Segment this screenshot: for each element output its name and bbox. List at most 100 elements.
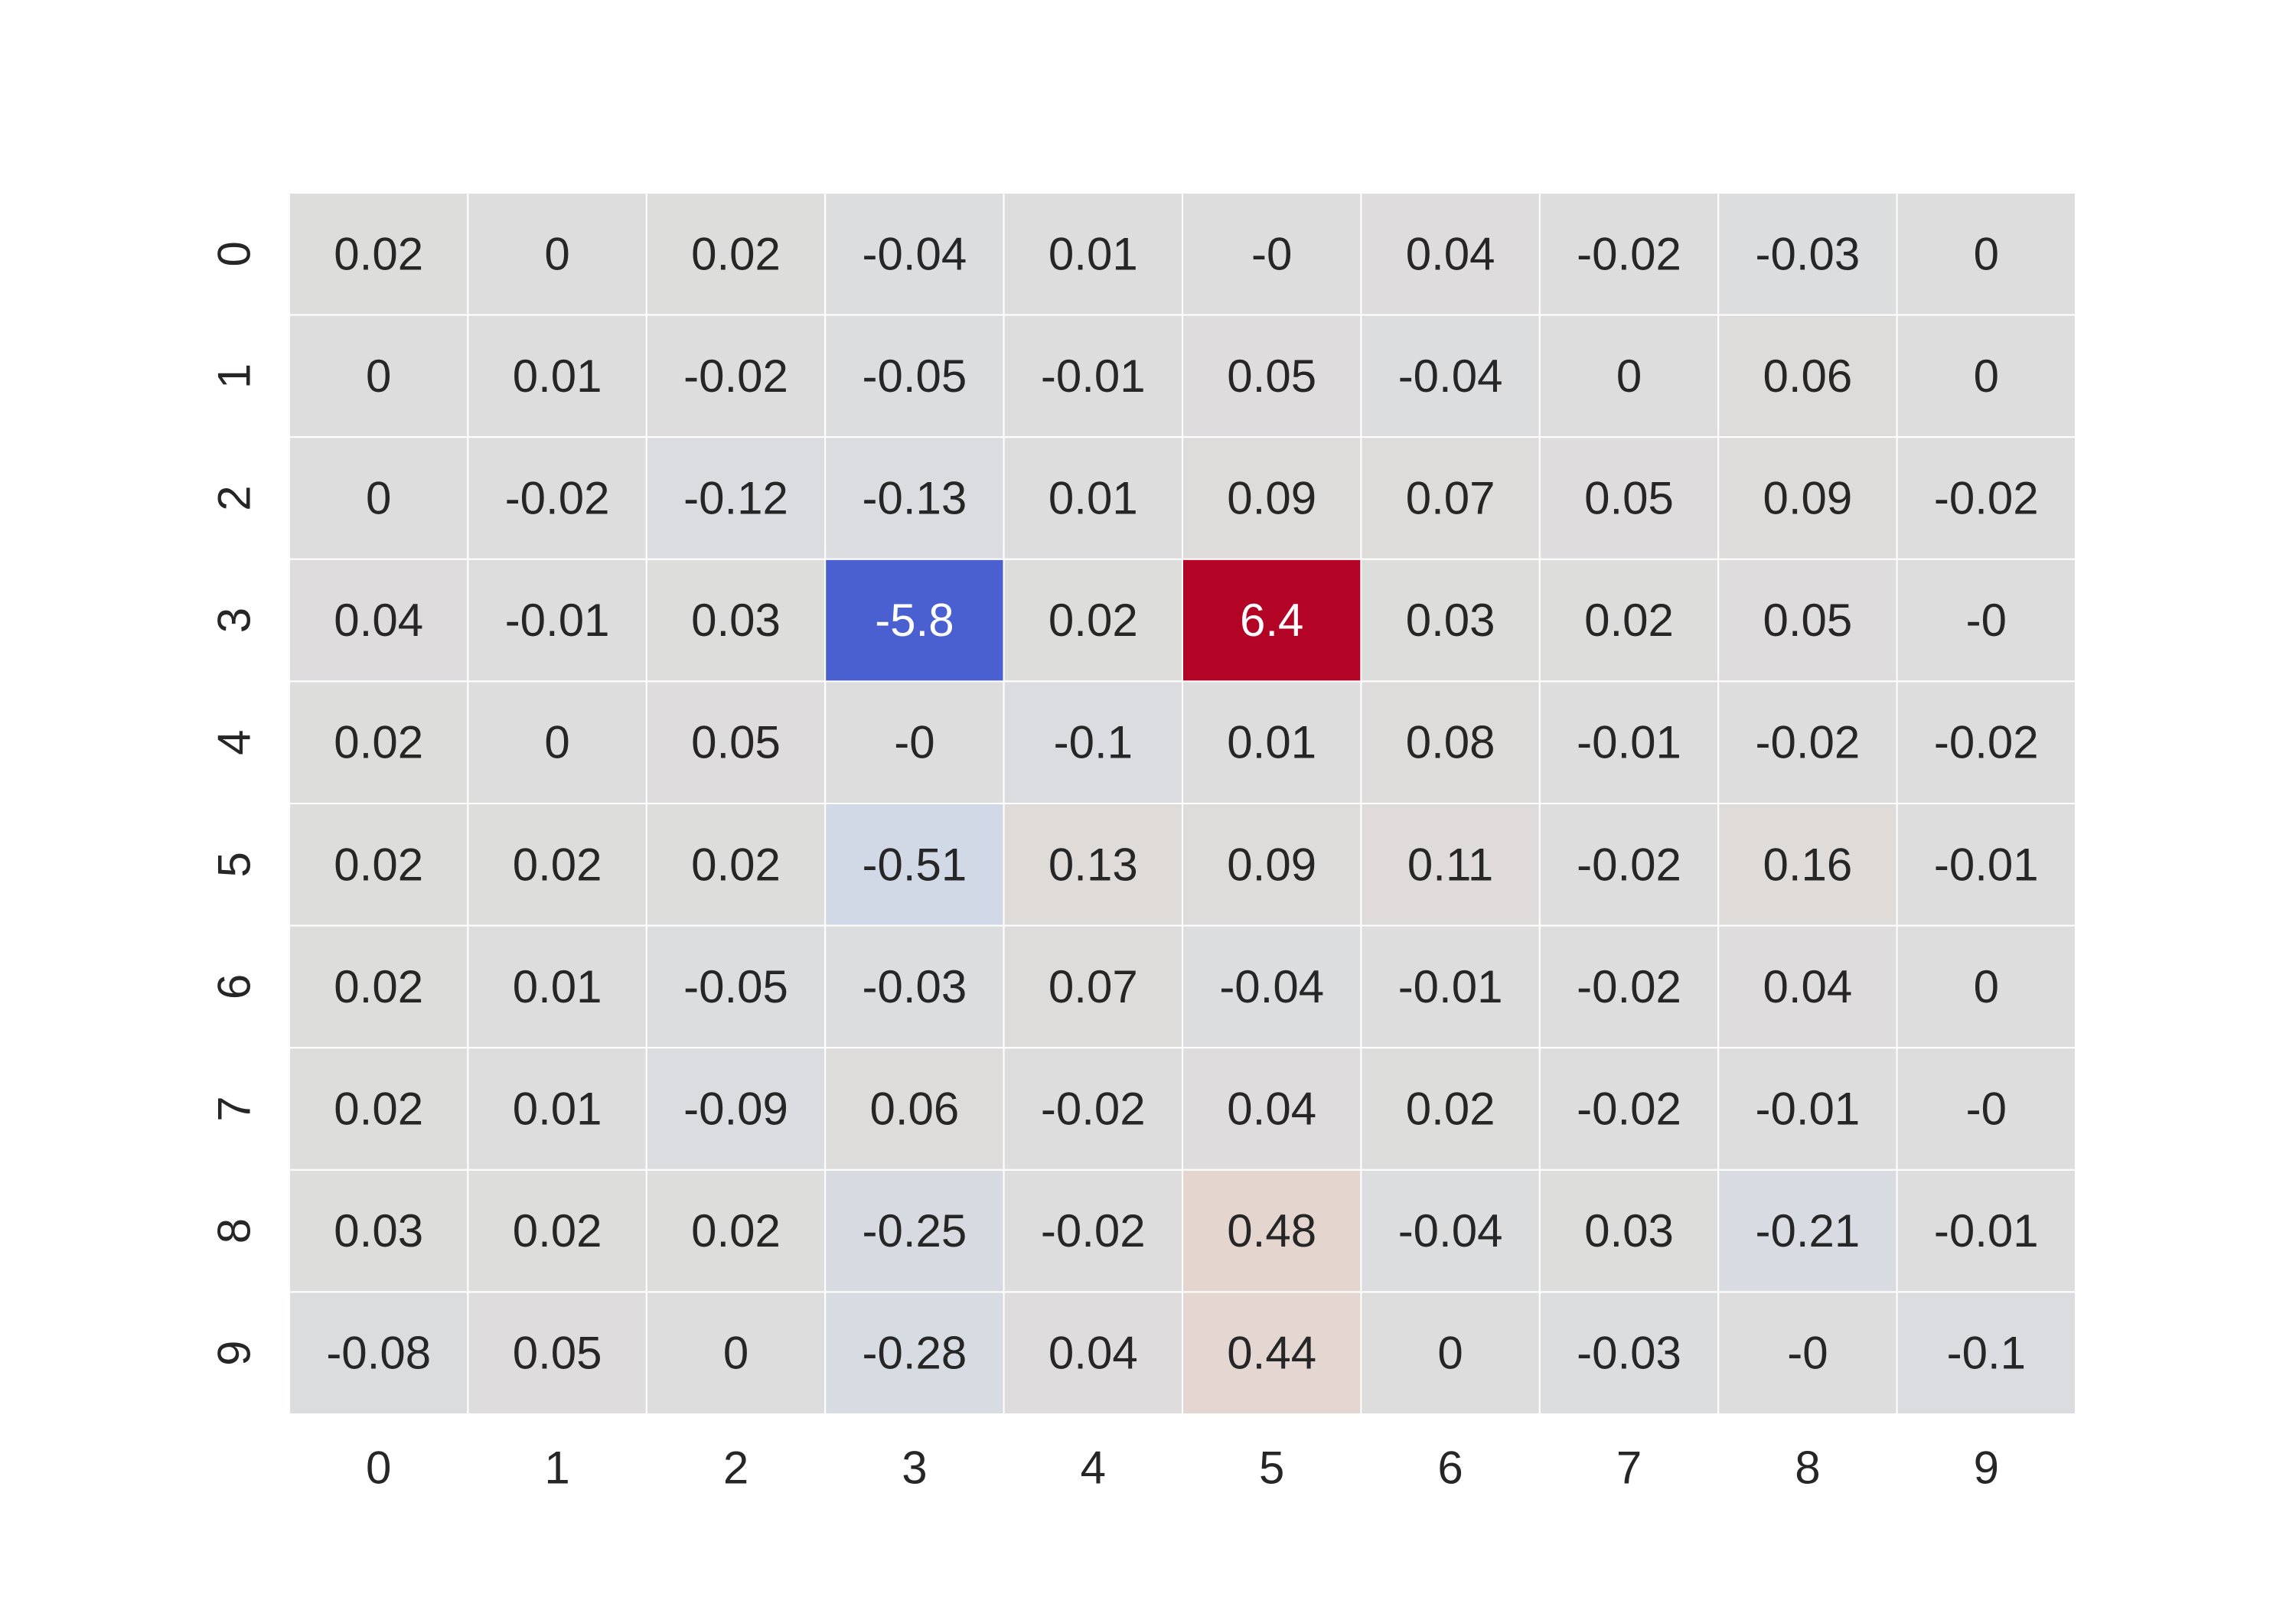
y-tick-label-0: 0 — [209, 241, 260, 266]
heatmap-cell-r9-c3 — [824, 1291, 1005, 1416]
heatmap-cell-r7-c9 — [1896, 1047, 2077, 1171]
heatmap-cell-r9-c1 — [467, 1291, 647, 1416]
heatmap-cell-r8-c1 — [467, 1169, 647, 1293]
heatmap-cell-label-r0-c9: 0 — [1974, 228, 1999, 279]
heatmap-cell-label-r9-c2: 0 — [723, 1328, 748, 1379]
heatmap-cell-r5-c8 — [1717, 803, 1898, 927]
heatmap-cell-label-r6-c0: 0.02 — [334, 961, 423, 1012]
heatmap-cell-r8-c2 — [645, 1169, 827, 1293]
heatmap-cell-label-r1-c0: 0 — [366, 350, 391, 402]
heatmap-cell-label-r7-c6: 0.02 — [1406, 1084, 1495, 1135]
heatmap-cell-label-r7-c9: -0 — [1966, 1084, 2007, 1135]
heatmap-cell-label-r8-c4: -0.02 — [1041, 1205, 1146, 1257]
x-tick-label-4: 4 — [1081, 1442, 1106, 1494]
heatmap-cell-label-r2-c5: 0.09 — [1227, 473, 1316, 524]
heatmap-cell-r3-c0 — [289, 558, 469, 683]
heatmap-cell-r7-c2 — [645, 1047, 827, 1171]
x-axis-ticks: 0 1 2 3 4 5 6 7 8 9 — [366, 1442, 1999, 1494]
y-tick-label-9: 9 — [209, 1341, 260, 1366]
heatmap-cell-label-r2-c2: -0.12 — [683, 473, 788, 524]
heatmap-cell-label-r3-c8: 0.05 — [1763, 595, 1853, 646]
heatmap-cell-r2-c6 — [1360, 436, 1541, 560]
heatmap-cell-label-r9-c3: -0.28 — [863, 1328, 967, 1379]
heatmap-cell-r4-c5 — [1182, 680, 1362, 805]
heatmap-cell-label-r9-c0: -0.08 — [326, 1328, 431, 1379]
x-tick-label-6: 6 — [1437, 1442, 1463, 1494]
heatmap-cell-r2-c4 — [1003, 436, 1183, 560]
heatmap-cell-label-r4-c8: -0.02 — [1756, 717, 1861, 768]
heatmap-cell-r7-c5 — [1182, 1047, 1362, 1171]
heatmap-cell-r6-c3 — [824, 924, 1005, 1049]
heatmap-cell-r0-c2 — [645, 192, 827, 316]
y-tick-label-6: 6 — [209, 974, 260, 999]
heatmap-cell-label-r4-c5: 0.01 — [1227, 717, 1316, 768]
heatmap-cell-label-r5-c5: 0.09 — [1227, 839, 1316, 890]
heatmap-cell-r0-c9 — [1896, 192, 2077, 316]
heatmap-cell-r9-c5 — [1182, 1291, 1362, 1416]
heatmap-cell-r3-c6 — [1360, 558, 1541, 683]
heatmap-cells — [289, 192, 2077, 1416]
heatmap-cell-label-r3-c3: -5.8 — [875, 595, 954, 646]
heatmap-cell-label-r4-c6: 0.08 — [1406, 717, 1495, 768]
heatmap-cell-label-r5-c4: 0.13 — [1049, 839, 1138, 890]
heatmap-cell-r7-c4 — [1003, 1047, 1183, 1171]
heatmap-cell-r2-c1 — [467, 436, 647, 560]
heatmap-cell-r7-c7 — [1538, 1047, 1720, 1171]
heatmap-cell-r4-c7 — [1538, 680, 1720, 805]
heatmap-cell-label-r4-c4: -0.1 — [1054, 717, 1133, 768]
heatmap-cell-label-r2-c0: 0 — [366, 473, 391, 524]
heatmap-cell-r0-c1 — [467, 192, 647, 316]
heatmap-cell-label-r8-c9: -0.01 — [1934, 1205, 2039, 1257]
heatmap-cell-label-r0-c0: 0.02 — [334, 228, 423, 279]
heatmap-cell-label-r5-c0: 0.02 — [334, 839, 423, 890]
heatmap-cell-label-r2-c7: 0.05 — [1584, 473, 1674, 524]
heatmap-cell-r8-c5 — [1182, 1169, 1362, 1293]
heatmap-cell-label-r6-c7: -0.02 — [1577, 961, 1681, 1012]
heatmap-cell-label-r7-c3: 0.06 — [870, 1084, 960, 1135]
heatmap-cell-label-r2-c1: -0.02 — [505, 473, 610, 524]
heatmap-cell-label-r4-c7: -0.01 — [1577, 717, 1681, 768]
heatmap-cell-r8-c8 — [1717, 1169, 1898, 1293]
heatmap-cell-r9-c6 — [1360, 1291, 1541, 1416]
heatmap-cell-label-r1-c7: 0 — [1616, 350, 1642, 402]
heatmap-cell-r8-c9 — [1896, 1169, 2077, 1293]
x-tick-label-1: 1 — [544, 1442, 569, 1494]
heatmap-cell-label-r1-c5: 0.05 — [1227, 350, 1316, 402]
heatmap-cell-label-r0-c4: 0.01 — [1049, 228, 1138, 279]
heatmap-cell-label-r0-c3: -0.04 — [863, 228, 967, 279]
heatmap-cell-label-r8-c7: 0.03 — [1584, 1205, 1674, 1257]
heatmap-cell-label-r7-c4: -0.02 — [1041, 1084, 1146, 1135]
heatmap-cell-label-r6-c6: -0.01 — [1398, 961, 1503, 1012]
heatmap-cell-r5-c0 — [289, 803, 469, 927]
heatmap-cell-label-r1-c8: 0.06 — [1763, 350, 1853, 402]
heatmap-cell-label-r0-c2: 0.02 — [691, 228, 781, 279]
heatmap-cell-r0-c7 — [1538, 192, 1720, 316]
heatmap-cell-label-r2-c8: 0.09 — [1763, 473, 1853, 524]
heatmap-cell-r0-c3 — [824, 192, 1005, 316]
heatmap-cell-r1-c6 — [1360, 314, 1541, 438]
heatmap-cell-label-r6-c3: -0.03 — [863, 961, 967, 1012]
heatmap-cell-label-r4-c2: 0.05 — [691, 717, 781, 768]
heatmap-cell-label-r5-c8: 0.16 — [1763, 839, 1853, 890]
heatmap-cell-label-r4-c0: 0.02 — [334, 717, 423, 768]
heatmap-cell-r1-c9 — [1896, 314, 2077, 438]
heatmap-cell-label-r5-c3: -0.51 — [863, 839, 967, 890]
heatmap-cell-label-r9-c1: 0.05 — [513, 1328, 602, 1379]
x-tick-label-3: 3 — [902, 1442, 927, 1494]
y-tick-label-7: 7 — [209, 1096, 260, 1121]
heatmap-cell-label-r9-c7: -0.03 — [1577, 1328, 1681, 1379]
heatmap-cell-r6-c0 — [289, 924, 469, 1049]
heatmap-cell-r8-c4 — [1003, 1169, 1183, 1293]
heatmap-cell-label-r8-c8: -0.21 — [1756, 1205, 1861, 1257]
heatmap-cell-label-r3-c7: 0.02 — [1584, 595, 1674, 646]
heatmap-cell-label-r4-c9: -0.02 — [1934, 717, 2039, 768]
x-tick-label-0: 0 — [366, 1442, 391, 1494]
heatmap-cell-label-r1-c1: 0.01 — [513, 350, 602, 402]
heatmap-cell-r0-c0 — [289, 192, 469, 316]
heatmap-cell-label-r6-c5: -0.04 — [1219, 961, 1324, 1012]
heatmap-cell-r4-c4 — [1003, 680, 1183, 805]
y-tick-label-3: 3 — [209, 608, 260, 633]
heatmap-cell-label-r3-c0: 0.04 — [334, 595, 423, 646]
heatmap-cell-label-r3-c9: -0 — [1966, 595, 2007, 646]
